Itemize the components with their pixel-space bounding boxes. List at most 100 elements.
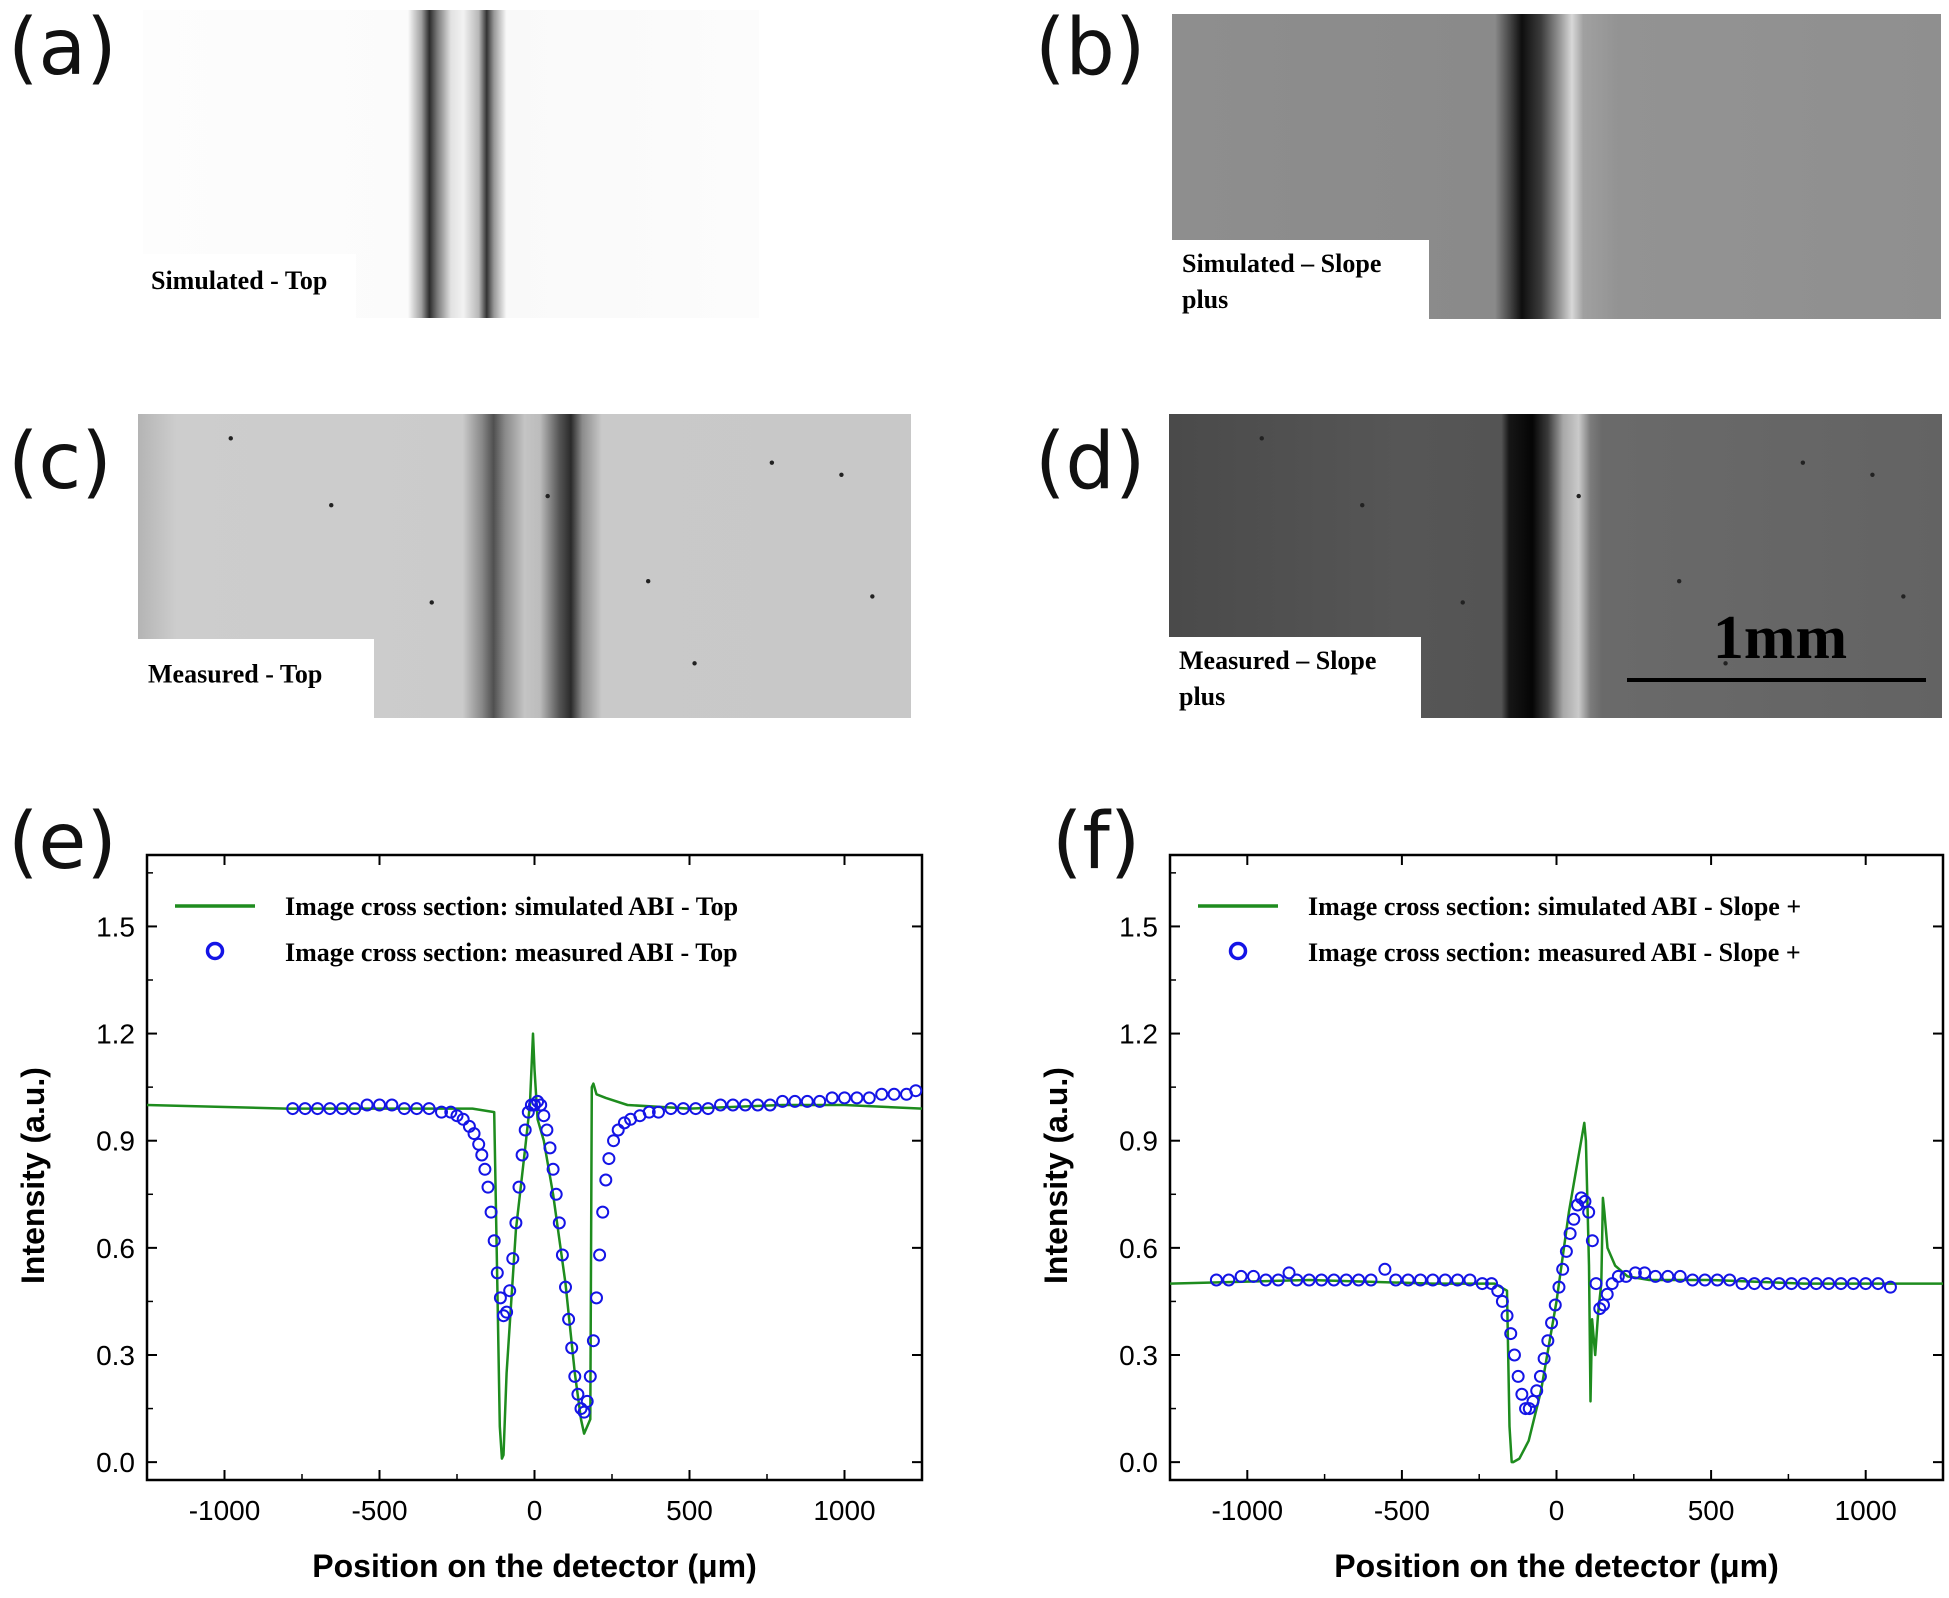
- image-speckle: [870, 594, 875, 599]
- data-point-measured: [1475, 1277, 1489, 1291]
- x-tick-label: 1000: [1835, 1495, 1897, 1526]
- data-point-measured: [311, 1102, 324, 1116]
- data-point-measured: [410, 1102, 424, 1116]
- data-point-measured: [503, 1284, 517, 1298]
- image-speckle: [1800, 460, 1806, 465]
- legend-label: Image cross section: simulated ABI - Top: [285, 892, 738, 921]
- data-point-measured: [590, 1291, 603, 1305]
- data-point-measured: [1747, 1277, 1761, 1291]
- data-point-measured: [481, 1180, 495, 1194]
- data-point-measured: [642, 1105, 656, 1119]
- data-point-measured: [1582, 1205, 1596, 1219]
- data-point-measured: [583, 1369, 597, 1383]
- data-point-measured: [1378, 1262, 1392, 1276]
- y-axis-label: Intensity (a.u.): [15, 1067, 51, 1284]
- chart-e: (e) -1000 -500 0 500 1000 0.0 0.3 0.6 0.9 1.2 1.5 Po…: [8, 797, 924, 1584]
- caption-box: [1169, 637, 1421, 718]
- data-point-measured: [323, 1102, 337, 1116]
- data-point-measured: [1784, 1277, 1798, 1291]
- data-point-measured: [1571, 1198, 1585, 1212]
- image-speckle: [1870, 472, 1875, 477]
- data-point-measured: [593, 1248, 607, 1262]
- data-point-measured: [726, 1098, 740, 1112]
- data-point-measured: [714, 1098, 727, 1112]
- image-speckle: [769, 460, 775, 465]
- data-point-measured: [607, 1134, 621, 1148]
- data-point-measured: [1282, 1266, 1296, 1280]
- data-point-measured: [1552, 1280, 1566, 1294]
- data-point-measured: [1463, 1273, 1477, 1287]
- data-point-measured: [1389, 1273, 1403, 1287]
- image-panel-c: (c) Measured - Top: [8, 414, 911, 718]
- data-point-measured: [1515, 1387, 1529, 1401]
- data-point-measured: [1883, 1280, 1897, 1294]
- y-tick-label: 0.6: [96, 1233, 135, 1264]
- data-point-measured: [1302, 1273, 1316, 1287]
- panel-caption-line: Measured – Slope: [1179, 646, 1376, 675]
- data-point-measured: [549, 1187, 563, 1201]
- data-point-measured: [1500, 1309, 1514, 1323]
- data-point-measured: [689, 1102, 703, 1116]
- caption-box: [1172, 240, 1429, 319]
- data-point-measured: [1723, 1273, 1737, 1287]
- data-point-measured: [1556, 1262, 1570, 1276]
- data-point-measured: [435, 1105, 448, 1119]
- data-point-measured: [788, 1094, 802, 1108]
- data-point-measured: [298, 1102, 312, 1116]
- data-point-measured: [1519, 1402, 1533, 1416]
- data-point-measured: [1735, 1277, 1749, 1291]
- data-point-measured: [1797, 1277, 1811, 1291]
- data-point-measured: [555, 1248, 569, 1262]
- image-panel-a: (a) Simulated - Top: [8, 3, 759, 318]
- data-point-measured: [1246, 1269, 1260, 1283]
- y-tick-label: 1.2: [1119, 1019, 1158, 1050]
- x-tick-label: -500: [351, 1495, 407, 1526]
- data-point-measured: [1698, 1273, 1712, 1287]
- y-tick-label: 0.9: [1119, 1126, 1158, 1157]
- data-point-measured: [1648, 1269, 1662, 1283]
- scale-bar: 1mm: [1627, 604, 1926, 682]
- data-point-measured: [568, 1369, 582, 1383]
- data-point-measured: [738, 1098, 752, 1112]
- panel-caption-line: Simulated - Top: [151, 266, 327, 295]
- data-point-measured: [562, 1312, 576, 1326]
- data-point-measured: [335, 1102, 349, 1116]
- panel-label: (b): [1035, 3, 1145, 93]
- data-point-measured: [1563, 1227, 1577, 1241]
- data-point-measured: [1234, 1269, 1248, 1283]
- data-point-measured: [397, 1102, 411, 1116]
- data-point-measured: [1222, 1273, 1236, 1287]
- x-tick-label: 0: [527, 1495, 543, 1526]
- legend-label: Image cross section: measured ABI - Slop…: [1308, 938, 1801, 967]
- data-point-measured: [1339, 1273, 1353, 1287]
- data-point-measured: [1451, 1273, 1465, 1287]
- image-speckle: [692, 661, 697, 666]
- data-point-measured: [1504, 1327, 1518, 1341]
- data-point-measured: [1259, 1273, 1273, 1287]
- data-point-measured: [1548, 1298, 1562, 1312]
- data-point-measured: [373, 1098, 386, 1112]
- y-axis-label: Intensity (a.u.): [1038, 1067, 1074, 1284]
- x-axis-label: Position on the detector (μm): [1334, 1548, 1778, 1584]
- panel-caption-line: plus: [1179, 682, 1225, 711]
- image-speckle: [1460, 600, 1465, 605]
- data-point-measured: [1567, 1212, 1581, 1226]
- data-point-measured: [1413, 1273, 1427, 1287]
- plot-panel-label: (f): [1052, 797, 1140, 887]
- data-point-measured: [611, 1123, 625, 1137]
- data-point-measured: [543, 1141, 557, 1155]
- data-point-measured: [763, 1098, 777, 1112]
- data-point-measured: [1585, 1234, 1599, 1248]
- data-point-measured: [531, 1094, 545, 1108]
- plot-panel-label: (e): [8, 797, 117, 887]
- image-speckle: [645, 579, 651, 584]
- data-point-measured: [1605, 1277, 1619, 1291]
- data-point-measured: [664, 1102, 678, 1116]
- data-point-measured: [1673, 1269, 1687, 1283]
- panel-label: (a): [8, 3, 117, 93]
- image-speckle: [329, 503, 334, 508]
- data-point-measured: [493, 1291, 507, 1305]
- legend-label: Image cross section: measured ABI - Top: [285, 938, 738, 967]
